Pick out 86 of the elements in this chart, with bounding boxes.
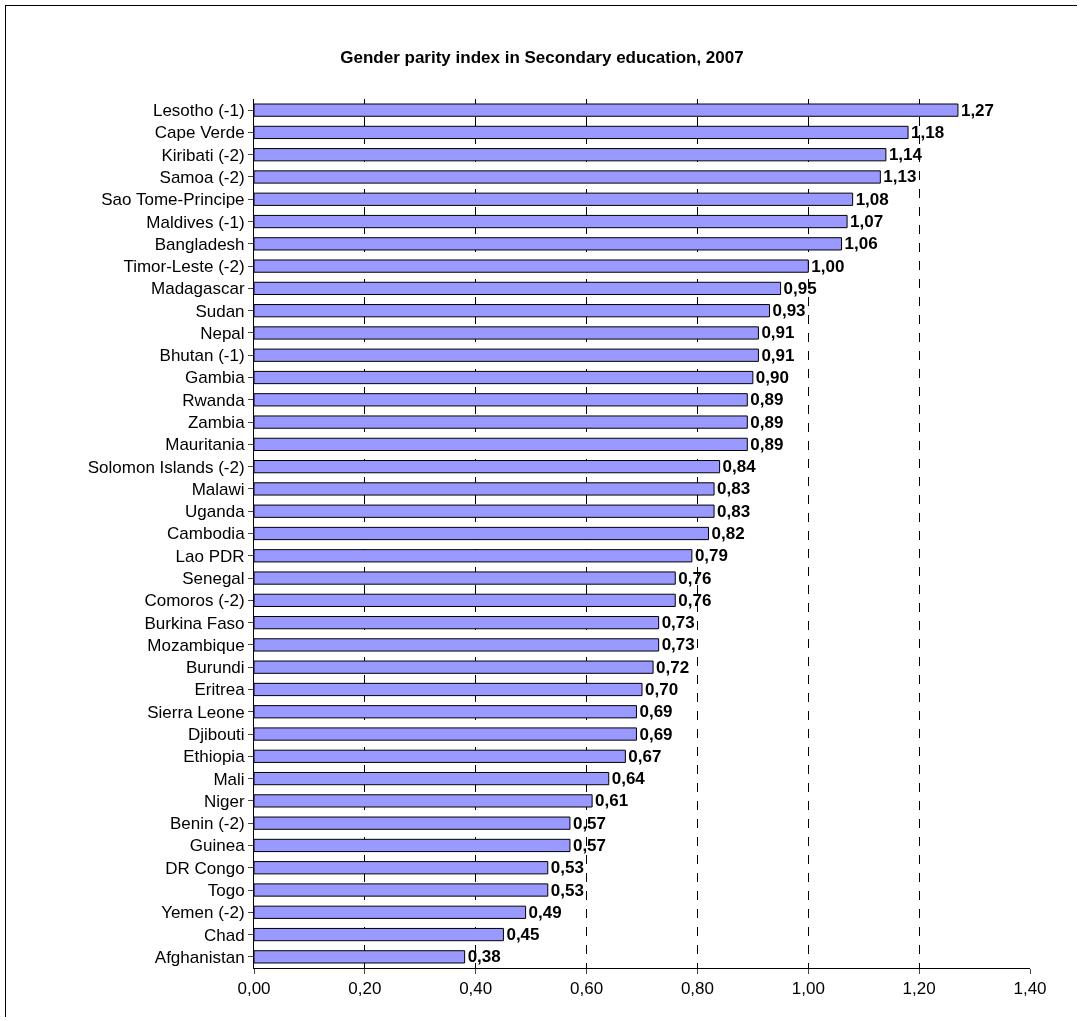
y-tick-label: Yemen (-2) (161, 903, 245, 923)
data-label: 1,14 (888, 145, 923, 165)
y-tick-label: Sao Tome-Principe (101, 190, 245, 210)
data-label: 1,00 (811, 256, 845, 276)
y-tick-label: Uganda (185, 502, 246, 522)
y-tick-label: Cape Verde (154, 123, 245, 143)
data-label: 0,57 (572, 835, 607, 855)
x-tick-label: 0,00 (237, 979, 271, 999)
y-tick-label: Comoros (-2) (144, 591, 245, 611)
y-tick-label: Nepal (200, 323, 245, 343)
x-tick-label: 1,00 (791, 979, 825, 999)
y-tick-label: Senegal (182, 569, 245, 589)
y-tick-label: Ethiopia (183, 747, 246, 767)
y-tick-label: Kiribati (-2) (161, 145, 245, 165)
y-tick-label: Niger (203, 791, 245, 811)
y-tick-label: Gambia (185, 368, 246, 388)
y-tick-label: Burundi (185, 658, 245, 678)
x-tick-label: 1,40 (1013, 979, 1047, 999)
y-tick-label: Mali (213, 769, 245, 789)
y-tick-label: Mauritania (165, 435, 246, 455)
y-tick-label: Timor-Leste (-2) (123, 257, 245, 277)
y-tick-label: Lesotho (-1) (152, 101, 245, 121)
data-label: 0,91 (761, 323, 795, 343)
y-tick-label: Burkina Faso (144, 613, 245, 633)
data-label: 1,07 (850, 212, 884, 232)
data-label: 0,73 (661, 613, 695, 633)
y-tick-label: Togo (207, 880, 245, 900)
data-label: 0,73 (661, 635, 695, 655)
x-tick-label: 0,20 (348, 979, 382, 999)
data-label: 0,79 (694, 546, 728, 566)
data-label: 0,76 (678, 568, 712, 588)
x-tick-label: 1,20 (902, 979, 936, 999)
data-label: 1,08 (855, 189, 889, 209)
data-label: 1,13 (883, 167, 917, 187)
y-tick-label: Sierra Leone (147, 702, 245, 722)
data-label: 0,89 (750, 390, 784, 410)
data-label: 0,93 (772, 301, 806, 321)
data-label: 0,83 (717, 501, 751, 521)
y-tick-label: Malawi (191, 479, 245, 499)
data-label: 0,64 (611, 769, 646, 789)
x-tick-label: 0,40 (459, 979, 493, 999)
data-label: 0,70 (645, 679, 679, 699)
y-tick-label: Bhutan (-1) (159, 346, 245, 366)
data-label: 0,69 (639, 702, 673, 722)
data-label: 0,53 (550, 858, 584, 878)
y-tick-label: DR Congo (165, 858, 245, 878)
chart-title: Gender parity index in Secondary education, 2007 (340, 48, 744, 68)
data-label: 0,82 (711, 524, 745, 543)
data-label: 0,72 (656, 657, 690, 677)
data-label: 0,84 (722, 457, 757, 477)
y-tick-label: Guinea (189, 836, 246, 856)
y-tick-label: Sudan (195, 301, 245, 321)
data-label: 1,06 (844, 234, 878, 254)
y-tick-label: Cambodia (167, 524, 246, 544)
y-tick-label: Afghanistan (154, 947, 245, 967)
y-tick-label: Benin (-2) (169, 814, 245, 834)
data-label: 0,89 (750, 434, 784, 454)
data-label: 0,61 (595, 791, 629, 811)
data-label: 0,91 (761, 345, 795, 365)
y-tick-label: Madagascar (151, 279, 245, 299)
x-tick-label: 0,80 (680, 979, 714, 999)
y-tick-label: Maldives (-1) (146, 212, 245, 232)
data-label: 0,69 (639, 724, 673, 744)
data-label: 0,49 (528, 902, 562, 922)
y-tick-label: Bangladesh (154, 234, 245, 254)
data-label: 0,90 (755, 368, 789, 388)
data-label: 1,27 (960, 100, 995, 120)
y-tick-label: Rwanda (182, 390, 246, 410)
data-label: 0,67 (628, 746, 662, 766)
data-label: 0,95 (783, 278, 817, 298)
data-label: 0,89 (750, 412, 784, 432)
y-tick-label: Solomon Islands (-2) (87, 457, 245, 477)
y-tick-label: Zambia (187, 413, 246, 433)
data-label: 0,38 (467, 947, 501, 967)
y-tick-label: Chad (203, 925, 245, 945)
y-tick-label: Mozambique (147, 635, 245, 655)
y-tick-label: Djibouti (187, 724, 245, 744)
y-tick-label: Lao PDR (175, 546, 245, 566)
y-tick-label: Samoa (-2) (159, 167, 245, 187)
y-tick-label: Eritrea (194, 680, 246, 700)
data-label: 0,76 (678, 590, 712, 610)
x-tick-label: 0,60 (570, 979, 604, 999)
data-label: 1,18 (911, 122, 945, 142)
data-label: 0,45 (506, 925, 540, 945)
data-label: 0,83 (717, 479, 751, 499)
data-label: 0,53 (550, 880, 584, 900)
